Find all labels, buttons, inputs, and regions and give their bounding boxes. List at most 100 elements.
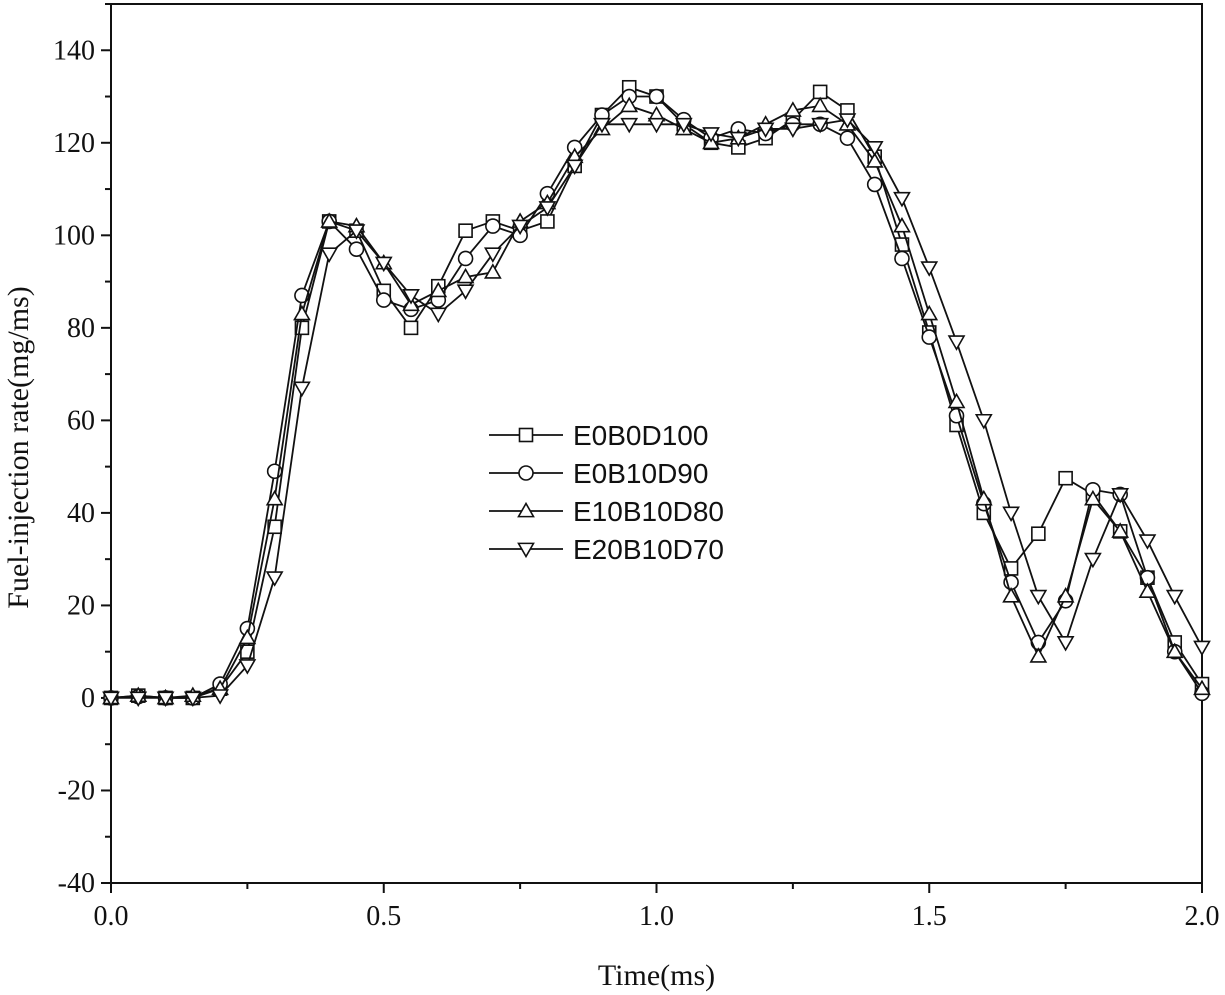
series-group <box>102 79 1211 708</box>
series-E20B10D70 <box>102 113 1211 708</box>
data-point-triangle-down <box>729 131 748 148</box>
data-point-triangle-down <box>947 335 966 351</box>
data-point-triangle-up <box>920 304 939 321</box>
data-point-triangle-up <box>456 267 475 284</box>
data-point-triangle-up <box>1165 642 1184 659</box>
data-point-triangle-down <box>702 127 720 143</box>
legend-marker-square <box>518 427 534 443</box>
legend-marker-triangle-up <box>517 501 535 518</box>
data-point-circle <box>375 292 392 308</box>
data-point-triangle-down <box>893 191 911 208</box>
data-point-triangle-down <box>538 201 557 217</box>
data-point-triangle-up <box>947 392 966 409</box>
data-point-circle <box>648 88 665 105</box>
y-tick-label: 80 <box>67 313 95 344</box>
data-point-triangle-down <box>429 307 448 324</box>
data-point-triangle-up <box>293 304 311 321</box>
data-point-circle <box>348 241 365 257</box>
data-point-circle <box>485 218 501 234</box>
data-point-triangle-down <box>811 117 830 134</box>
data-point-triangle-down <box>402 289 420 305</box>
data-point-triangle-down <box>1138 534 1157 550</box>
x-tick-label: 2.0 <box>1185 901 1220 932</box>
legend-marker-triangle-down <box>517 542 535 559</box>
data-point-triangle-up <box>429 281 448 298</box>
legend-item: E10B10D80 <box>489 496 724 527</box>
data-point-triangle-up <box>1111 522 1130 538</box>
x-tick-label: 1.0 <box>639 901 674 932</box>
data-point-triangle-down <box>456 284 475 300</box>
legend: E0B0D100 E0B10D90 E10B10D80 E20B10D70 <box>489 420 724 565</box>
data-point-triangle-down <box>838 113 857 129</box>
data-point-triangle-down <box>565 159 584 176</box>
y-tick-label: 40 <box>67 498 95 529</box>
y-tick-label: 20 <box>67 590 95 621</box>
x-tick-label: 1.5 <box>912 901 947 932</box>
legend-label: E0B0D100 <box>573 420 708 451</box>
y-tick-label: 140 <box>53 35 95 66</box>
data-point-circle <box>866 176 883 193</box>
data-point-triangle-down <box>347 224 366 240</box>
data-point-triangle-up <box>1084 489 1102 506</box>
data-point-triangle-down <box>1002 506 1020 523</box>
data-point-triangle-down <box>1193 640 1211 657</box>
legend-label: E0B10D90 <box>573 458 708 489</box>
data-point-circle <box>839 130 856 146</box>
data-point-triangle-down <box>756 122 775 139</box>
data-point-triangle-up <box>1138 582 1157 598</box>
data-point-triangle-down <box>593 117 611 134</box>
data-point-triangle-down <box>647 117 666 134</box>
legend-item: E0B10D90 <box>489 458 708 489</box>
data-point-triangle-down <box>783 122 802 139</box>
data-point-triangle-up <box>865 152 884 168</box>
data-point-square <box>812 84 828 100</box>
data-point-triangle-down <box>211 689 229 705</box>
data-point-triangle-up <box>238 628 257 645</box>
data-point-triangle-up <box>893 216 911 233</box>
legend-item: E0B0D100 <box>489 420 708 451</box>
data-point-triangle-up <box>974 489 993 506</box>
legend-label: E20B10D70 <box>573 534 724 565</box>
data-point-triangle-up <box>265 489 284 506</box>
legend-marker-circle <box>518 465 534 481</box>
x-tick-label: 0.5 <box>366 901 401 932</box>
data-point-square <box>1031 526 1046 542</box>
data-point-triangle-down <box>1056 636 1075 652</box>
data-point-triangle-down <box>511 219 530 236</box>
data-point-triangle-up <box>1029 647 1048 663</box>
data-point-square <box>540 214 555 229</box>
data-point-triangle-down <box>1029 589 1048 606</box>
data-point-triangle-down <box>183 691 202 708</box>
data-point-triangle-down <box>320 247 339 263</box>
data-point-triangle-up <box>1002 587 1020 603</box>
data-point-circle <box>457 250 474 267</box>
data-point-triangle-down <box>1165 589 1184 606</box>
data-point-triangle-down <box>920 261 939 277</box>
data-point-triangle-down <box>156 691 175 708</box>
axes: 0.0 0.5 1.0 1.5 2.0 -40 -20 0 20 40 60 80 100 120 140 <box>53 3 1220 932</box>
data-point-triangle-up <box>1193 679 1211 696</box>
data-point-triangle-up <box>320 212 339 228</box>
data-point-circle <box>894 250 910 267</box>
data-point-triangle-down <box>293 381 311 398</box>
y-tick-label: 0 <box>81 683 95 714</box>
y-tick-label: 60 <box>67 405 95 436</box>
legend-label: E10B10D80 <box>573 496 724 527</box>
data-point-triangle-up <box>783 101 802 117</box>
data-point-triangle-down <box>483 247 502 263</box>
y-tick-label: 100 <box>53 220 95 251</box>
x-axis-title: Time(ms) <box>598 959 715 992</box>
legend-item: E20B10D70 <box>489 534 724 565</box>
data-point-triangle-down <box>620 117 639 134</box>
data-point-triangle-down <box>1084 552 1102 569</box>
data-point-square <box>458 223 473 238</box>
data-point-square <box>1058 470 1073 486</box>
data-point-triangle-down <box>974 413 993 430</box>
y-tick-label: -40 <box>58 868 95 899</box>
data-point-triangle-up <box>483 263 502 279</box>
data-point-triangle-down <box>129 691 148 708</box>
y-tick-label: 120 <box>53 128 95 159</box>
x-tick-label: 0.0 <box>94 901 129 932</box>
